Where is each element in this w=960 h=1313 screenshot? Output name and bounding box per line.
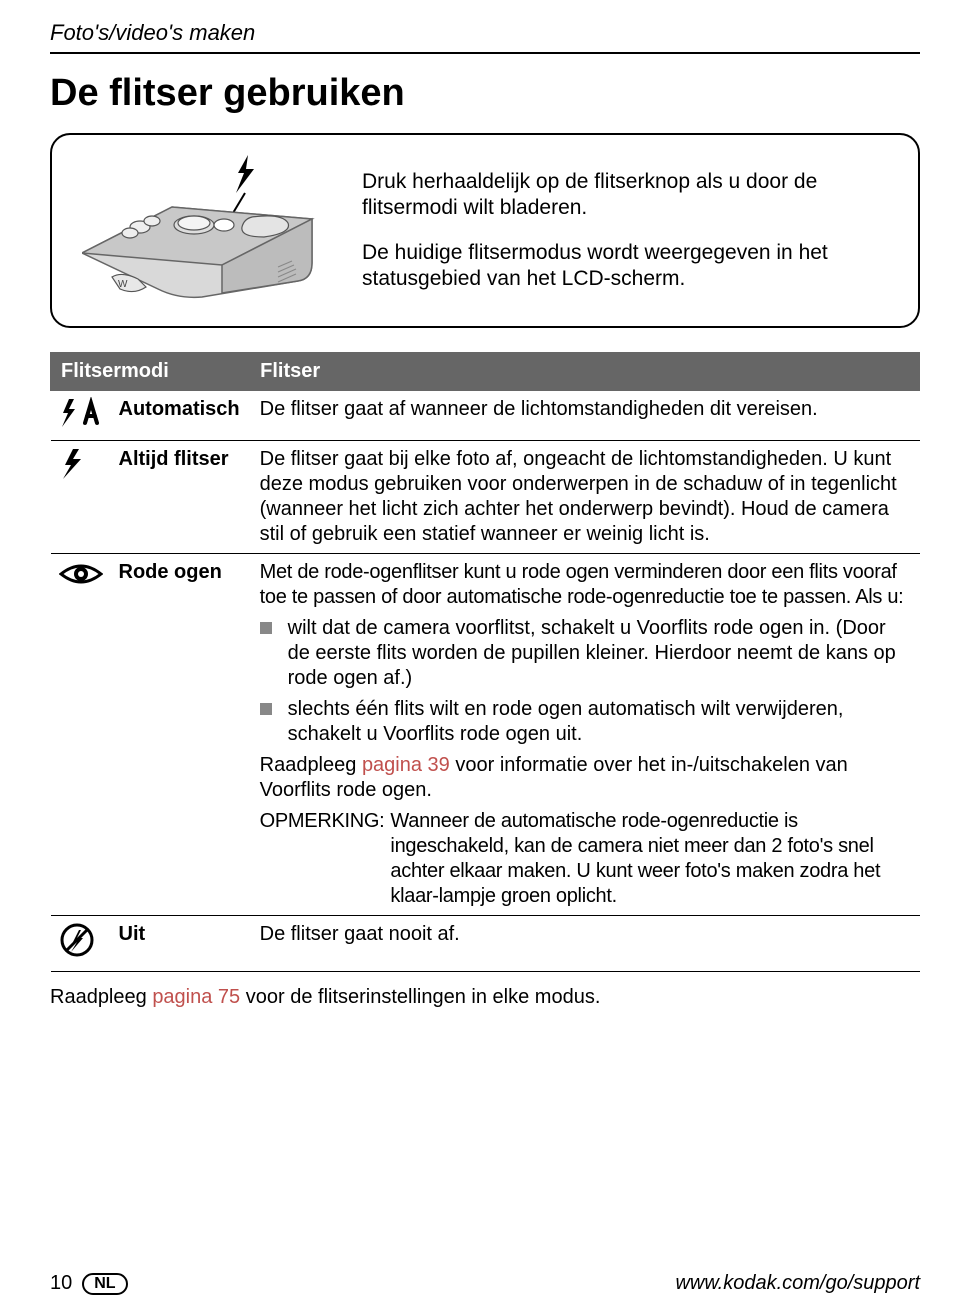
- table-row: Rode ogen Met de rode-ogenflitser kunt u…: [51, 554, 920, 916]
- mode-desc: De flitser gaat nooit af.: [250, 916, 920, 972]
- page-link[interactable]: pagina 75: [152, 986, 240, 1008]
- redeye-ref: Raadpleeg pagina 39 voor informatie over…: [260, 753, 910, 803]
- list-item: slechts één flits wilt en rode ogen auto…: [260, 697, 910, 747]
- note-label: OPMERKING:: [260, 809, 385, 909]
- mode-desc: Met de rode-ogenflitser kunt u rode ogen…: [250, 554, 920, 916]
- page-link[interactable]: pagina 39: [362, 754, 450, 776]
- mode-desc: De flitser gaat af wanneer de lichtomsta…: [250, 391, 920, 441]
- flash-on-icon: [51, 441, 109, 554]
- mode-label: Automatisch: [109, 391, 250, 441]
- redeye-lead: Met de rode-ogenflitser kunt u rode ogen…: [260, 561, 904, 608]
- redeye-bullets: wilt dat de camera voorflitst, schakelt …: [260, 616, 910, 747]
- list-item: wilt dat de camera voorflitst, schakelt …: [260, 616, 910, 691]
- mode-label: Altijd flitser: [109, 441, 250, 554]
- svg-text:W: W: [118, 279, 128, 290]
- bottom-reference: Raadpleeg pagina 75 voor de flitserinste…: [50, 986, 920, 1009]
- mode-label: Rode ogen: [109, 554, 250, 916]
- lang-badge: NL: [82, 1273, 127, 1295]
- table-row: Uit De flitser gaat nooit af.: [51, 916, 920, 972]
- page-footer: 10 NL www.kodak.com/go/support: [50, 1272, 920, 1295]
- ref-pre: Raadpleeg: [50, 986, 152, 1008]
- modes-table: Flitsermodi Flitser Automatisch De flits…: [50, 352, 920, 972]
- illus-p2: De huidige flitsermodus wordt weergegeve…: [362, 240, 888, 293]
- redeye-note: OPMERKING: Wanneer de automatische rode-…: [260, 809, 910, 909]
- mode-desc: De flitser gaat bij elke foto af, ongeac…: [250, 441, 920, 554]
- col-flitser: Flitser: [250, 353, 920, 391]
- page-title: De flitser gebruiken: [50, 72, 920, 115]
- col-flitsermodi: Flitsermodi: [51, 353, 250, 391]
- table-row: Automatisch De flitser gaat af wanneer d…: [51, 391, 920, 441]
- mode-label: Uit: [109, 916, 250, 972]
- illustration-text: Druk herhaaldelijk op de flitserknop als…: [362, 169, 888, 292]
- flash-off-icon: [51, 916, 109, 972]
- illustration-box: W Druk herhaaldelijk op de flitserknop a…: [50, 133, 920, 328]
- breadcrumb: Foto's/video's maken: [50, 20, 920, 54]
- note-text: Wanneer de automatische rode-ogenreducti…: [390, 809, 909, 909]
- ref-post: voor de flitserinstellingen in elke modu…: [240, 986, 600, 1008]
- camera-illustration: W: [82, 153, 332, 308]
- illus-p1: Druk herhaaldelijk op de flitserknop als…: [362, 169, 888, 222]
- red-eye-icon: [51, 554, 109, 916]
- flash-auto-icon: [51, 391, 109, 441]
- ref-pre: Raadpleeg: [260, 754, 362, 776]
- table-row: Altijd flitser De flitser gaat bij elke …: [51, 441, 920, 554]
- page-number: 10: [50, 1272, 72, 1295]
- footer-url[interactable]: www.kodak.com/go/support: [675, 1272, 920, 1295]
